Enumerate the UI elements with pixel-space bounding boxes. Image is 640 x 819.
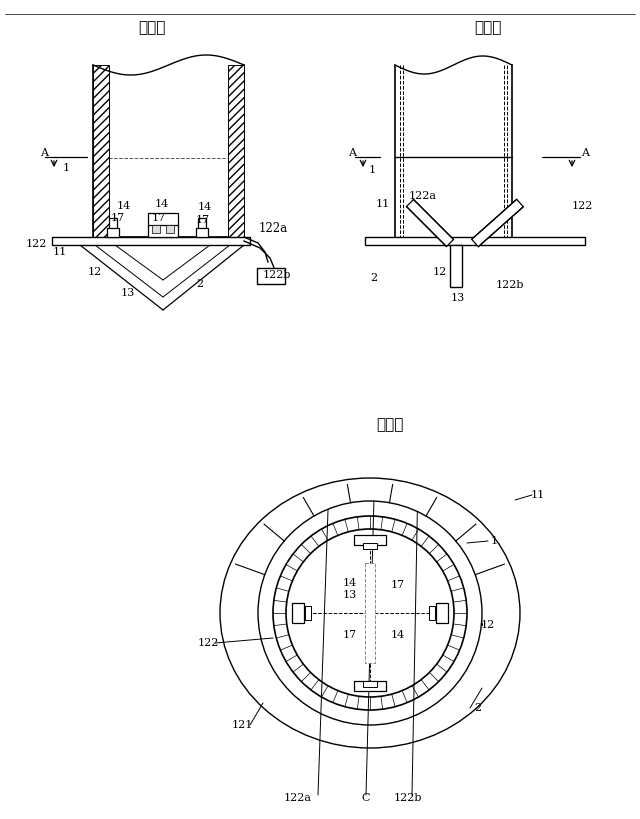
Bar bbox=[354, 535, 386, 545]
Bar bbox=[148, 213, 178, 227]
Bar bbox=[365, 237, 585, 245]
Text: 12: 12 bbox=[88, 267, 102, 277]
Text: 122a: 122a bbox=[284, 793, 312, 803]
Text: 14: 14 bbox=[343, 578, 357, 588]
Text: 122b: 122b bbox=[263, 270, 291, 280]
Text: （ハ）: （ハ） bbox=[138, 21, 166, 35]
Circle shape bbox=[273, 516, 467, 710]
Text: 11: 11 bbox=[53, 247, 67, 257]
Text: 2: 2 bbox=[196, 279, 204, 289]
Text: A: A bbox=[40, 148, 48, 158]
Text: 13: 13 bbox=[343, 590, 357, 600]
Text: 2: 2 bbox=[371, 273, 378, 283]
Text: 122b: 122b bbox=[496, 280, 524, 290]
Text: 17: 17 bbox=[343, 630, 357, 640]
Text: 122b: 122b bbox=[394, 793, 422, 803]
Text: 11: 11 bbox=[376, 199, 390, 209]
Bar bbox=[93, 65, 109, 237]
Bar bbox=[354, 681, 386, 691]
Text: A: A bbox=[348, 148, 356, 158]
Bar bbox=[429, 606, 435, 620]
Text: 13: 13 bbox=[121, 288, 135, 298]
Text: 14: 14 bbox=[391, 630, 405, 640]
Polygon shape bbox=[472, 199, 524, 247]
Text: 17: 17 bbox=[111, 213, 125, 223]
Bar bbox=[305, 606, 311, 620]
Bar bbox=[363, 681, 377, 687]
Text: 1: 1 bbox=[490, 536, 497, 546]
Text: 14: 14 bbox=[117, 201, 131, 211]
Text: 17: 17 bbox=[152, 213, 166, 223]
Bar bbox=[152, 225, 160, 233]
Bar bbox=[166, 225, 174, 233]
Bar bbox=[365, 563, 375, 663]
Text: 14: 14 bbox=[198, 202, 212, 212]
Bar bbox=[198, 218, 206, 236]
Bar bbox=[450, 245, 462, 287]
Bar bbox=[148, 225, 178, 237]
Bar bbox=[228, 65, 244, 237]
Circle shape bbox=[286, 529, 454, 697]
Polygon shape bbox=[406, 200, 454, 247]
Text: 121: 121 bbox=[231, 720, 253, 730]
Text: 122: 122 bbox=[572, 201, 593, 211]
Text: 2: 2 bbox=[474, 703, 481, 713]
Text: （ロ）: （ロ） bbox=[376, 418, 404, 432]
Text: 1: 1 bbox=[63, 163, 70, 173]
Text: C: C bbox=[362, 793, 371, 803]
Bar bbox=[107, 228, 119, 237]
Text: 12: 12 bbox=[433, 267, 447, 277]
Bar bbox=[292, 603, 304, 623]
Bar bbox=[52, 237, 250, 245]
Bar bbox=[436, 603, 448, 623]
Text: 14: 14 bbox=[155, 199, 169, 209]
Bar bbox=[363, 543, 377, 549]
Circle shape bbox=[258, 501, 482, 725]
Bar bbox=[109, 218, 117, 236]
Text: 17: 17 bbox=[391, 580, 405, 590]
Text: 122a: 122a bbox=[409, 191, 437, 201]
Bar bbox=[257, 268, 285, 284]
Text: （イ）: （イ） bbox=[474, 21, 502, 35]
Text: 17: 17 bbox=[196, 215, 210, 225]
Text: 122a: 122a bbox=[259, 221, 287, 234]
Ellipse shape bbox=[220, 478, 520, 748]
Bar bbox=[196, 228, 208, 237]
Text: 11: 11 bbox=[531, 490, 545, 500]
Text: 12: 12 bbox=[481, 620, 495, 630]
Text: 13: 13 bbox=[451, 293, 465, 303]
Text: A: A bbox=[581, 148, 589, 158]
Text: 122: 122 bbox=[197, 638, 219, 648]
Text: 1: 1 bbox=[369, 165, 376, 175]
Text: 122: 122 bbox=[26, 239, 47, 249]
